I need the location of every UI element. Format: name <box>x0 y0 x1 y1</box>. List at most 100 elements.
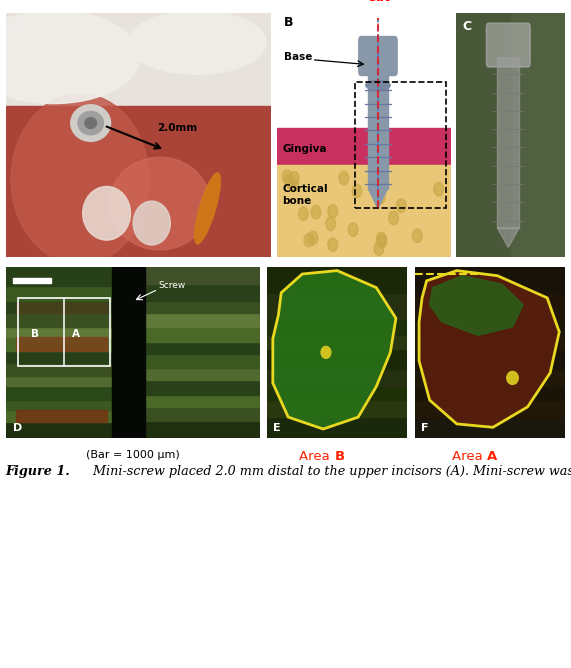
Text: Area: Area <box>299 450 335 462</box>
Polygon shape <box>497 228 519 247</box>
Circle shape <box>311 205 321 219</box>
Bar <box>277 128 451 170</box>
Text: B: B <box>284 15 293 29</box>
Text: 2.0mm: 2.0mm <box>157 123 198 133</box>
Bar <box>6 337 112 351</box>
FancyBboxPatch shape <box>359 37 397 75</box>
Text: Area: Area <box>452 450 487 462</box>
Bar <box>368 69 388 87</box>
Bar <box>415 319 565 335</box>
Bar <box>267 335 407 349</box>
Bar <box>6 267 112 286</box>
Text: E: E <box>273 423 280 433</box>
Bar <box>16 303 107 313</box>
Circle shape <box>352 184 362 198</box>
Text: (Bar = 1000 μm): (Bar = 1000 μm) <box>86 450 180 460</box>
Circle shape <box>375 190 385 204</box>
Text: Cut: Cut <box>366 0 390 3</box>
Bar <box>6 363 112 376</box>
Bar <box>267 349 407 369</box>
Bar <box>415 369 565 386</box>
Circle shape <box>71 105 111 142</box>
Bar <box>267 369 407 386</box>
Text: C: C <box>463 21 472 33</box>
Bar <box>415 417 565 438</box>
Bar <box>146 379 260 395</box>
Bar <box>6 286 112 301</box>
Circle shape <box>282 170 292 184</box>
Bar <box>415 335 565 349</box>
Bar <box>146 267 260 285</box>
Circle shape <box>288 178 298 192</box>
Bar <box>146 354 260 367</box>
Bar <box>267 386 407 400</box>
Circle shape <box>377 234 387 248</box>
Circle shape <box>507 371 518 384</box>
Circle shape <box>389 211 399 225</box>
Bar <box>13 279 51 283</box>
Circle shape <box>299 207 308 220</box>
Bar <box>415 267 565 293</box>
Text: D: D <box>13 423 23 433</box>
Bar <box>277 13 451 130</box>
Text: Gingiva: Gingiva <box>282 144 327 154</box>
Circle shape <box>328 238 337 252</box>
Bar <box>146 395 260 407</box>
Bar <box>267 293 407 319</box>
Bar <box>267 417 407 438</box>
Circle shape <box>78 112 103 135</box>
Bar <box>6 410 112 422</box>
Circle shape <box>326 217 336 230</box>
Ellipse shape <box>128 11 266 74</box>
Circle shape <box>339 171 349 185</box>
Bar <box>6 376 112 386</box>
Ellipse shape <box>195 173 220 244</box>
Bar <box>18 298 110 366</box>
Bar <box>146 407 260 421</box>
Bar <box>146 285 260 301</box>
Bar <box>368 81 388 189</box>
Bar <box>415 400 565 417</box>
Ellipse shape <box>11 94 149 265</box>
Ellipse shape <box>366 80 390 90</box>
Bar <box>133 116 271 213</box>
Polygon shape <box>273 271 396 429</box>
Bar <box>146 367 260 379</box>
Circle shape <box>284 174 294 188</box>
Bar <box>267 319 407 335</box>
Text: Cortical
bone: Cortical bone <box>282 184 328 206</box>
Polygon shape <box>419 271 559 428</box>
Ellipse shape <box>133 201 170 245</box>
Bar <box>6 400 112 410</box>
Text: A: A <box>14 18 23 31</box>
Bar <box>6 422 112 438</box>
Bar <box>6 386 112 400</box>
Text: A: A <box>72 329 80 339</box>
Text: Base: Base <box>284 51 312 61</box>
Bar <box>6 351 112 363</box>
Bar <box>6 301 112 313</box>
Bar <box>355 81 446 208</box>
Ellipse shape <box>83 186 131 240</box>
Bar <box>6 327 112 337</box>
Circle shape <box>348 222 358 236</box>
Bar <box>267 267 407 293</box>
Bar <box>146 327 260 342</box>
Bar <box>146 421 260 438</box>
Circle shape <box>321 347 331 358</box>
Circle shape <box>376 232 386 246</box>
Text: Screw: Screw <box>158 281 186 290</box>
FancyBboxPatch shape <box>486 23 530 67</box>
Bar <box>6 106 271 257</box>
Circle shape <box>396 199 406 212</box>
Circle shape <box>308 231 318 244</box>
Bar <box>267 400 407 417</box>
Text: Mini-screw placed 2.0 mm distal to the upper incisors (A). Mini-screw was cut al: Mini-screw placed 2.0 mm distal to the u… <box>89 465 571 478</box>
Bar <box>146 301 260 313</box>
Text: Figure 1.: Figure 1. <box>6 465 70 478</box>
Text: B: B <box>335 450 344 462</box>
Circle shape <box>374 242 384 255</box>
Text: F: F <box>421 423 428 433</box>
Ellipse shape <box>0 11 140 104</box>
Polygon shape <box>368 189 388 208</box>
